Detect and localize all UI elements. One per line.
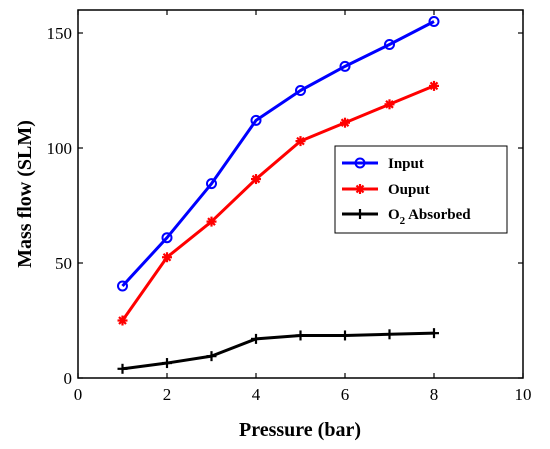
data-point [295,136,306,147]
data-point [384,39,395,50]
y-tick-label: 0 [64,369,73,388]
data-point [384,329,395,340]
data-point [117,315,128,326]
legend-item: Ouput [342,182,430,198]
legend-item: Input [342,156,424,172]
data-point [429,80,439,91]
series-layer [117,16,440,374]
data-point [354,157,366,169]
data-point [206,216,217,227]
y-tick-label: 100 [47,139,73,158]
series-line [122,331,435,371]
x-tick-label: 6 [341,385,350,404]
legend-label: Ouput [388,182,430,198]
y-tick-label: 50 [55,254,72,273]
data-point [295,330,306,341]
data-point [250,114,262,126]
x-tick-label: 4 [252,385,261,404]
data-point [429,328,439,339]
x-tick-label: 0 [74,385,83,404]
legend-label: O2 Absorbed [388,207,471,227]
legend-label: Input [388,156,424,172]
data-point [251,174,261,185]
data-point [339,60,351,72]
data-point [355,184,365,194]
data-point [428,16,440,27]
legend: Input Ouput O2 Absorbed [334,145,508,234]
legend-items: Input Ouput O2 Absorbed [342,156,471,227]
data-point [206,351,217,362]
legend-item: O2 Absorbed [342,207,471,227]
series-line [121,20,435,288]
x-axis-label: Pressure (bar) [239,419,361,441]
data-point [162,252,172,263]
x-tick-label: 2 [163,385,172,404]
data-point [384,99,395,110]
y-axis-label: Mass flow (SLM) [14,120,36,268]
data-point [340,330,350,341]
y-tick-label: 150 [47,24,73,43]
data-point [206,178,217,190]
data-point [161,232,173,244]
x-tick-label: 8 [430,385,439,404]
data-point [340,117,350,128]
data-point [117,363,128,374]
data-point [295,85,306,96]
data-point [162,358,172,369]
data-point [251,333,261,344]
data-point [355,209,365,219]
data-point [117,280,128,292]
x-tick-label: 10 [515,385,532,404]
series-line [121,84,435,322]
